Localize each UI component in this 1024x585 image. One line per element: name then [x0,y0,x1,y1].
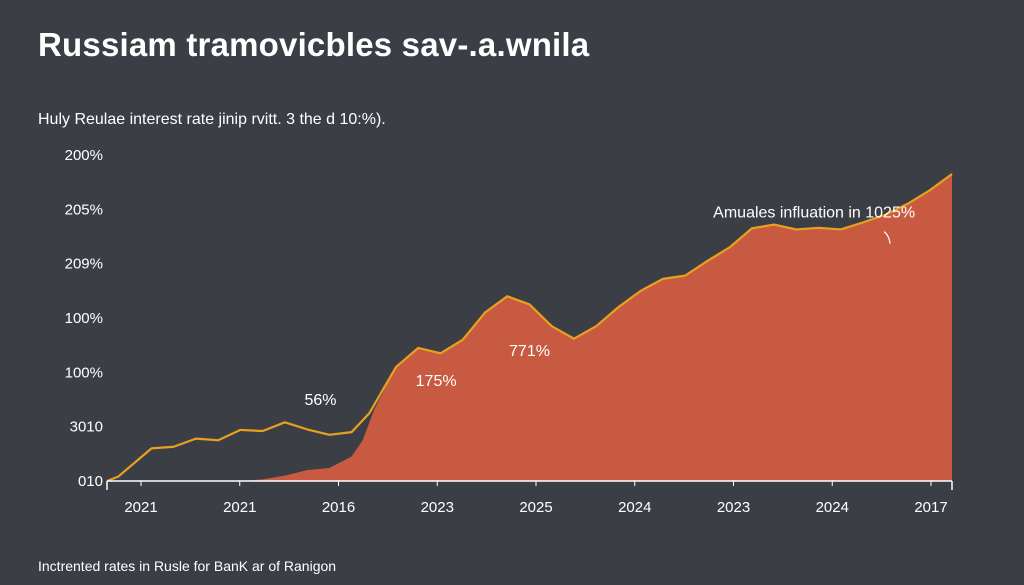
x-tick-label: 2021 [124,499,157,516]
y-tick-label: 205% [65,201,103,218]
y-tick-label: 100% [65,310,103,327]
x-tick-label: 2021 [223,499,256,516]
annotation-label: 771% [509,343,550,360]
inflation-area [107,174,952,481]
x-tick-label: 2024 [816,499,849,516]
y-tick-label: 100% [65,364,103,381]
x-tick-label: 2024 [618,499,651,516]
chart-title: Russiam tramovicbles sav-.a.wnila [38,26,590,63]
y-tick-label: 3010 [70,419,103,436]
chart-subtitle: Huly Reulae interest rate jinip rvitt. 3… [38,111,386,128]
y-tick-label: 209% [65,256,103,273]
x-tick-label: 2017 [914,499,947,516]
annotation-pointer [883,231,891,244]
x-tick-label: 2025 [519,499,552,516]
chart-footer: Inctrented rates in Rusle for BanK ar of… [38,558,337,574]
annotation-label: 56% [304,392,336,409]
annotation-label: Amuales influation in 1025% [713,205,915,222]
x-tick-label: 2023 [717,499,750,516]
annotation-label: 175% [416,373,457,390]
y-tick-label: 200% [65,147,103,164]
x-tick-label: 2023 [421,499,454,516]
plot-area: 010 3010 100% 100% 209% 205% 200% 2021 2021 2016 2… [65,147,953,516]
x-tick-label: 2016 [322,499,355,516]
interest-rate-line [106,173,953,483]
y-tick-label: 010 [78,473,103,490]
